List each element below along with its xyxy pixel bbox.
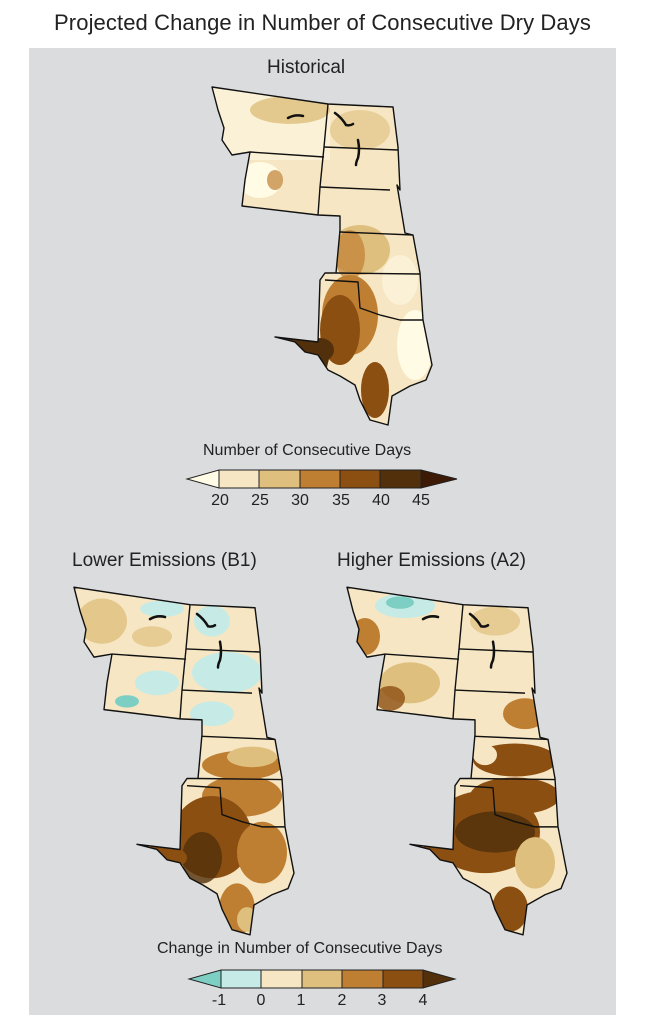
historical-colorbar bbox=[185, 469, 458, 489]
change-tick-1: 1 bbox=[296, 992, 306, 1009]
historical-tick-35: 35 bbox=[332, 492, 350, 509]
historical-legend-title: Number of Consecutive Days bbox=[203, 442, 412, 459]
historical-tick-25: 25 bbox=[251, 492, 269, 509]
historical-tick-40: 40 bbox=[372, 492, 390, 509]
change-tick-minus1: -1 bbox=[211, 992, 227, 1009]
historical-map bbox=[211, 86, 433, 426]
change-legend-title: Change in Number of Consecutive Days bbox=[157, 940, 443, 957]
change-tick-2: 2 bbox=[337, 992, 347, 1009]
change-colorbar bbox=[187, 969, 457, 989]
historical-map-title: Historical bbox=[267, 57, 346, 78]
b1-map-title: Lower Emissions (B1) bbox=[72, 550, 257, 571]
a2-map-title: Higher Emissions (A2) bbox=[337, 550, 526, 571]
change-tick-3: 3 bbox=[377, 992, 387, 1009]
change-tick-0: 0 bbox=[256, 992, 266, 1009]
historical-tick-20: 20 bbox=[211, 492, 229, 509]
change-tick-4: 4 bbox=[418, 992, 428, 1009]
a2-map bbox=[346, 586, 568, 936]
figure-title: Projected Change in Number of Consecutiv… bbox=[54, 10, 591, 35]
b1-map bbox=[73, 586, 295, 936]
historical-tick-30: 30 bbox=[291, 492, 309, 509]
historical-tick-45: 45 bbox=[412, 492, 430, 509]
